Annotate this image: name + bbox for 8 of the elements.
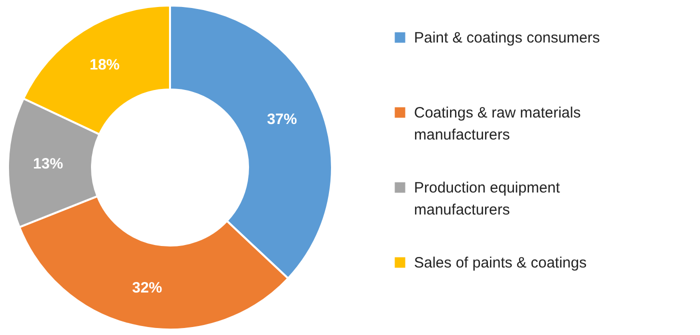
data-label: 37% bbox=[266, 111, 297, 128]
data-label: 32% bbox=[132, 279, 162, 296]
legend-label: Production equipment manufacturers bbox=[414, 180, 561, 218]
legend-label: Paint & coatings consumers bbox=[414, 30, 600, 46]
data-label: 13% bbox=[33, 156, 64, 173]
legend-label: Coatings & raw materials manufacturers bbox=[414, 104, 581, 144]
data-label: 18% bbox=[90, 56, 120, 74]
legend-label: Sales of paints & coatings bbox=[414, 254, 587, 272]
